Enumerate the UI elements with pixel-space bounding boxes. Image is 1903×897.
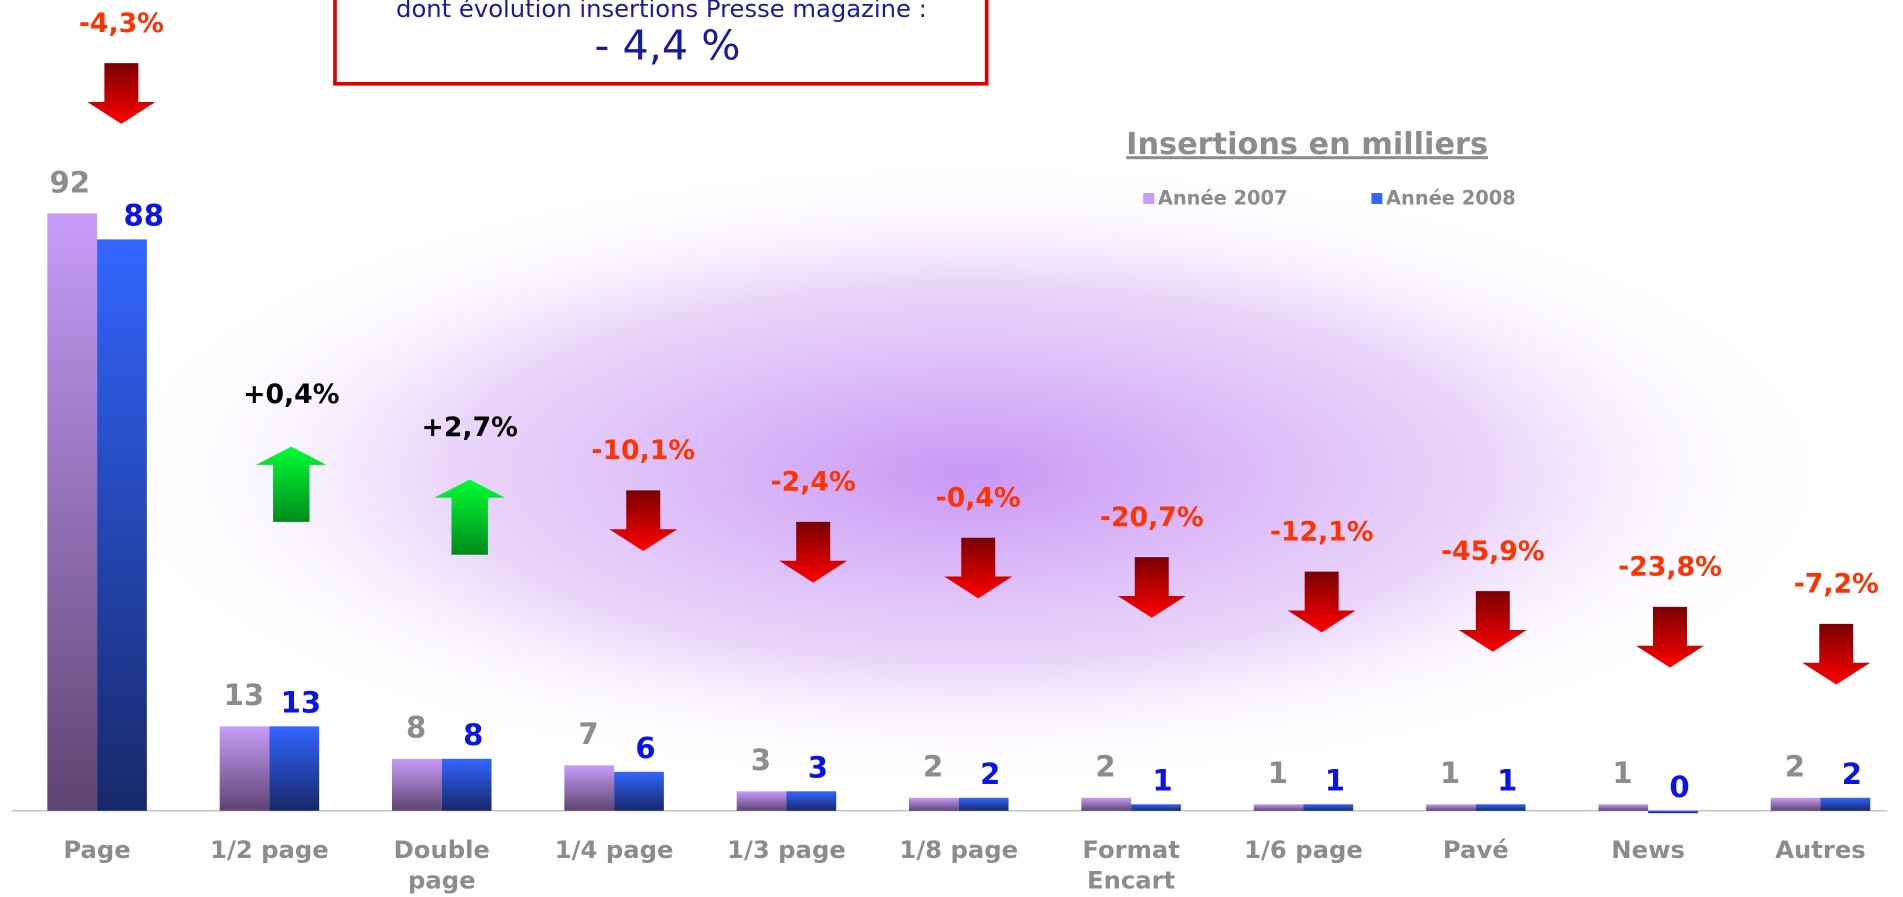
legend-swatch [1371,193,1383,204]
bar [269,726,320,811]
x-label-box: 1/6 page [1244,835,1363,865]
legend-label: Année 2007 [1158,187,1288,210]
arrow-up [434,479,505,555]
value-label: 1 [1497,763,1517,797]
x-label-box: Autres [1775,835,1866,865]
arrow-down [944,537,1013,599]
bar [564,765,615,811]
legend-swatch [1143,193,1155,204]
summary-value: - 4,4 % [595,22,741,70]
change-label: -23,8% [1618,552,1722,583]
x-tick-label: 1/6 page [1244,835,1363,865]
value-label: 1 [1440,756,1460,790]
x-tick-label: 1/2 page [210,835,329,865]
value-label: 13 [224,678,265,712]
value-label: 1 [1152,763,1172,797]
value-label: 13 [281,686,322,720]
x-tick-label: Double page [393,835,490,895]
summary-box [333,0,989,86]
bar [1475,804,1526,811]
x-tick-label: 1/8 page [899,835,1019,865]
bar [1598,804,1649,811]
change-label: -12,1% [1270,516,1374,547]
arrow-down [1287,571,1356,633]
x-label-box: Pavé [1442,835,1509,865]
value-label: 2 [1842,757,1862,791]
x-tick-label: Autres [1775,835,1866,865]
x-label-box: News [1611,835,1685,865]
x-tick-label: 1/4 page [554,835,674,865]
legend-label: Année 2008 [1386,187,1516,210]
x-tick-label: Page [63,835,131,865]
value-label: 1 [1612,756,1632,790]
value-label: 6 [635,731,655,765]
bar [736,791,787,811]
bar [97,239,147,811]
bar [1820,797,1871,811]
value-label: 7 [578,717,598,751]
value-label: 1 [1325,763,1345,797]
change-label: +0,4% [243,379,339,410]
value-label: 2 [1095,750,1115,784]
change-label: +2,7% [421,412,517,443]
x-tick-label: News [1611,835,1685,865]
bar [909,797,959,811]
bar [1770,797,1821,811]
arrow-down [1635,606,1704,668]
arrow-down [1802,623,1871,685]
value-label: 1 [1268,756,1288,790]
value-label: 2 [1785,750,1805,784]
bar [1648,810,1698,814]
value-label: 3 [751,743,771,777]
value-label: 88 [124,199,165,233]
x-label-box: Page [63,835,131,865]
change-label: -20,7% [1100,502,1204,533]
bar [1131,804,1181,811]
value-label: 0 [1669,770,1689,804]
bar [786,791,837,811]
background-glow [97,157,1845,789]
value-label: 8 [406,711,426,745]
change-label: -2,4% [771,467,856,498]
arrow-up [256,446,327,522]
x-tick-label: 1/3 page [727,835,846,865]
value-label: 92 [50,165,91,199]
value-label: 3 [808,750,828,784]
chart-title: Insertions en milliers [1126,127,1488,162]
bar [1303,804,1354,811]
bar [1253,804,1304,811]
arrow-down [779,521,848,583]
x-tick-label: Pavé [1442,835,1509,865]
x-label-box: Double page [393,835,490,895]
bar [614,771,664,811]
change-label: -0,4% [936,482,1021,513]
bar [1426,804,1476,811]
value-label: 8 [463,718,483,752]
change-label: -7,2% [1794,569,1879,600]
bar [47,213,98,811]
x-label-box: Format Encart [1082,835,1180,895]
bar [392,758,442,811]
arrow-down [1458,591,1527,652]
x-tick-label: Format Encart [1082,835,1180,895]
value-label: 2 [923,750,943,784]
bar [219,726,270,811]
change-label: -4,3% [79,8,164,39]
arrow-down [1117,557,1186,618]
bar [958,797,1009,811]
change-label: -45,9% [1441,536,1545,567]
x-label-box: 1/2 page [210,835,329,865]
arrow-down [609,490,678,552]
bar [441,758,492,811]
value-label: 2 [980,757,1000,791]
summary-text: dont évolution insertions Presse magazin… [396,0,927,23]
x-label-box: 1/4 page [554,835,674,865]
x-label-box: 1/8 page [899,835,1019,865]
change-label: -10,1% [591,435,695,466]
bar [1081,797,1132,811]
arrow-down [87,63,156,124]
x-label-box: 1/3 page [727,835,846,865]
